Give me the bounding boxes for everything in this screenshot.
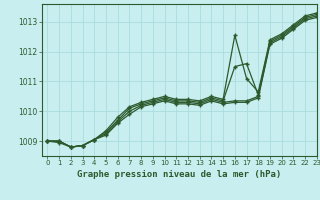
X-axis label: Graphe pression niveau de la mer (hPa): Graphe pression niveau de la mer (hPa) bbox=[77, 170, 281, 179]
